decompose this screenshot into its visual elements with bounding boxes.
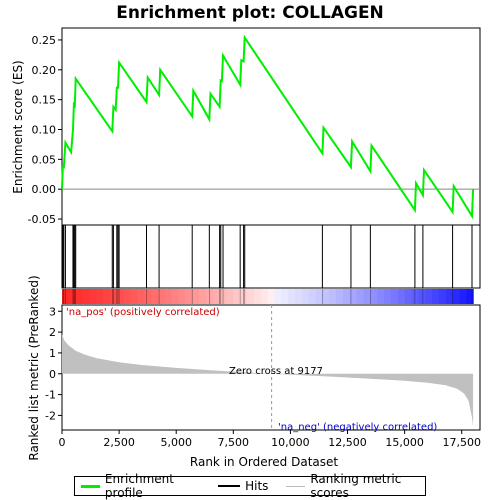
gradient-segment — [349, 289, 358, 304]
gradient-segment — [370, 289, 378, 304]
gradient-segment — [377, 289, 385, 304]
gradient-segment — [432, 289, 440, 304]
legend-label: Hits — [245, 479, 269, 493]
metric-xlabel: Rank in Ordered Dataset — [190, 455, 338, 469]
gradient-segment — [445, 289, 454, 304]
metric-xtick-label: 15,000 — [385, 436, 424, 449]
gradient-segment — [329, 289, 337, 304]
green-line-swatch — [81, 484, 100, 488]
gradient-segment — [75, 289, 84, 304]
legend-label: Ranking metric scores — [310, 472, 402, 500]
legend-label: Enrichment profile — [104, 472, 174, 500]
gradient-segment — [144, 289, 152, 304]
gradient-segment — [363, 289, 371, 304]
gradient-segment — [82, 289, 91, 304]
gradient-segment — [288, 289, 296, 304]
gradient-segment — [247, 289, 255, 304]
gradient-segment — [137, 289, 145, 304]
es-ytick-label: 0.00 — [32, 183, 57, 196]
es-ylabel: Enrichment score (ES) — [11, 60, 25, 193]
gradient-segment — [459, 289, 467, 304]
gradient-segment — [212, 289, 221, 304]
es-ytick-label: 0.25 — [32, 34, 57, 47]
gradient-segment — [294, 289, 303, 304]
gradient-segment — [226, 289, 234, 304]
gradient-segment — [301, 289, 310, 304]
es-ytick-label: 0.05 — [32, 153, 57, 166]
enrichment-profile-line — [61, 34, 475, 220]
gradient-segment — [178, 289, 186, 304]
gray-line-swatch — [286, 485, 306, 487]
gradient-segment — [315, 289, 323, 304]
gradient-segment — [253, 289, 262, 304]
metric-xtick-label: 5,000 — [160, 436, 192, 449]
metric-ytick-label: 3 — [49, 305, 56, 318]
gradient-segment — [438, 289, 447, 304]
es-ytick-label: 0.10 — [32, 123, 57, 136]
gradient-segment — [233, 289, 241, 304]
gradient-segment — [466, 289, 474, 304]
gradient-segment — [164, 289, 173, 304]
legend-item-hits: Hits — [218, 479, 268, 493]
gradient-segment — [308, 289, 317, 304]
gradient-segment — [89, 289, 97, 304]
gradient-segment — [425, 289, 433, 304]
gradient-segment — [123, 289, 132, 304]
metric-ytick-label: -1 — [45, 389, 56, 402]
gradient-segment — [418, 289, 426, 304]
gradient-segment — [260, 289, 269, 304]
es-ytick-label: 0.20 — [32, 64, 57, 77]
gradient-segment — [342, 289, 351, 304]
chart-title: Enrichment plot: COLLAGEN — [116, 3, 384, 23]
gradient-segment — [192, 289, 200, 304]
neg-correlated-label: 'na_neg' (negatively correlated) — [278, 422, 437, 433]
gradient-segment — [157, 289, 166, 304]
metric-xtick-label: 7,500 — [218, 436, 250, 449]
gradient-segment — [322, 289, 330, 304]
black-line-swatch — [218, 485, 241, 487]
metric-ytick-label: -2 — [45, 409, 56, 422]
gradient-segment — [274, 289, 282, 304]
hits-panel-frame — [61, 224, 481, 289]
metric-xtick-label: 0 — [59, 436, 66, 449]
es-ytick-label: 0.15 — [32, 94, 57, 107]
metric-xtick-label: 12,500 — [328, 436, 367, 449]
gradient-segment — [397, 289, 406, 304]
gradient-segment — [356, 289, 365, 304]
gradient-segment — [267, 289, 276, 304]
metric-xtick-label: 2,500 — [103, 436, 135, 449]
gradient-segment — [336, 289, 344, 304]
gradient-segment — [452, 289, 461, 304]
gradient-segment — [384, 289, 392, 304]
gradient-segment — [116, 289, 125, 304]
metric-ytick-label: 2 — [49, 326, 56, 339]
metric-ytick-label: 0 — [49, 368, 56, 381]
legend: Enrichment profile Hits Ranking metric s… — [74, 472, 426, 500]
gradient-segment — [103, 289, 111, 304]
gradient-segment — [404, 289, 413, 304]
gradient-segment — [171, 289, 180, 304]
gradient-segment — [199, 289, 207, 304]
gradient-segment — [130, 289, 138, 304]
legend-item-ranking-metric: Ranking metric scores — [286, 472, 425, 500]
legend-item-enrichment-profile: Enrichment profile — [81, 472, 200, 500]
gradient-segment — [390, 289, 399, 304]
es-ytick-label: -0.05 — [28, 213, 56, 226]
metric-ylabel: Ranked list metric (PreRanked) — [27, 275, 41, 460]
gradient-segment — [96, 289, 104, 304]
gradient-segment — [281, 289, 289, 304]
gradient-segment — [68, 289, 77, 304]
zero-cross-label: Zero cross at 9177 — [229, 366, 323, 377]
metric-ytick-label: 1 — [49, 347, 56, 360]
gradient-segment — [151, 289, 159, 304]
pos-correlated-label: 'na_pos' (positively correlated) — [66, 307, 220, 318]
gradient-segment — [185, 289, 193, 304]
metric-xtick-label: 10,000 — [271, 436, 310, 449]
gradient-segment — [109, 289, 118, 304]
es-panel-frame — [61, 27, 481, 226]
metric-xtick-label: 17,500 — [442, 436, 481, 449]
